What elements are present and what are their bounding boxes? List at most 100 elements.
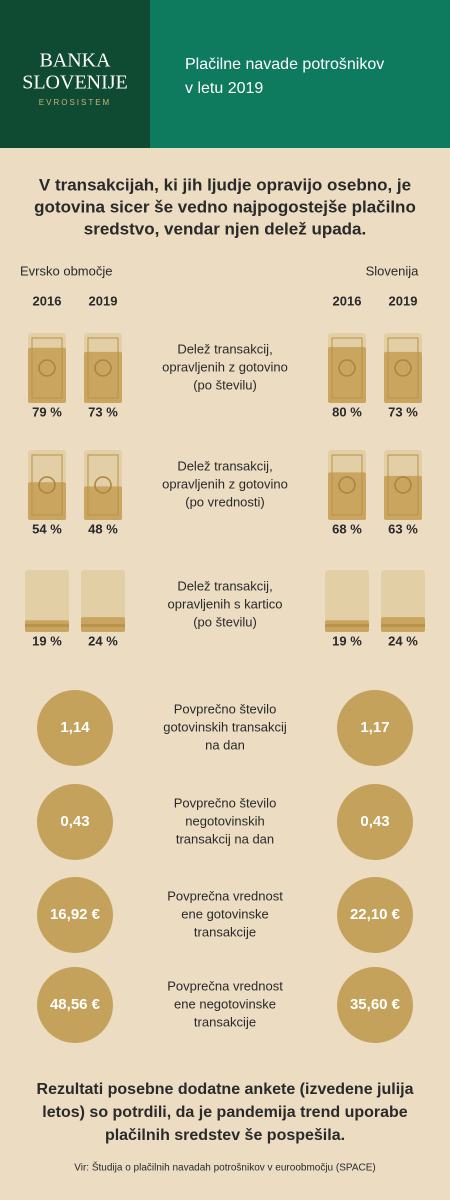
icon-outline <box>81 570 125 632</box>
note-emblem <box>38 476 56 494</box>
note-border <box>331 454 363 516</box>
share-value: 68 % <box>332 521 362 536</box>
page-title: Plačilne navade potrošnikov <box>185 56 384 73</box>
row-label: ene gotovinske <box>181 906 268 921</box>
share-value: 48 % <box>88 521 118 536</box>
row-label: Povprečna vrednost <box>167 888 283 903</box>
note-fill <box>28 482 66 520</box>
note-fill <box>328 472 366 520</box>
avg-value: 0,43 <box>60 813 89 830</box>
avg-value: 35,60 € <box>350 996 401 1013</box>
headline: sredstvo, vendar njen delež upada. <box>84 219 366 238</box>
note-emblem <box>394 476 412 494</box>
avg-value: 16,92 € <box>50 906 101 923</box>
footer-text: letos) so potrdili, da je pandemija tren… <box>42 1104 407 1121</box>
value-circle <box>37 967 113 1043</box>
share-value: 24 % <box>88 633 118 648</box>
footer-text: Rezultati posebne dodatne ankete (izvede… <box>37 1081 414 1098</box>
share-value: 63 % <box>388 521 418 536</box>
row-label: Povprečno število <box>174 701 277 716</box>
value-circle <box>37 784 113 860</box>
note-border <box>31 454 63 516</box>
value-circle <box>337 877 413 953</box>
note-emblem <box>394 359 412 377</box>
card-stripe <box>81 624 125 627</box>
year-label: 2019 <box>89 293 118 308</box>
note-emblem <box>94 359 112 377</box>
year-label: 2019 <box>389 293 418 308</box>
row-label: (po številu) <box>193 377 257 392</box>
note-border <box>31 337 63 399</box>
row-label: opravljenih s kartico <box>168 596 283 611</box>
icon-outline <box>25 570 69 632</box>
note-border <box>387 337 419 399</box>
avg-value: 1,17 <box>360 719 389 736</box>
card-stripe <box>325 624 369 627</box>
title-panel <box>150 0 450 148</box>
row-label: (po vrednosti) <box>185 494 264 509</box>
row-label: Delež transakcij, <box>177 458 272 473</box>
note-border <box>87 454 119 516</box>
avg-value: 48,56 € <box>50 996 101 1013</box>
value-circle <box>37 690 113 766</box>
share-value: 73 % <box>88 404 118 419</box>
share-value: 79 % <box>32 404 62 419</box>
note-emblem <box>338 476 356 494</box>
share-value: 19 % <box>332 633 362 648</box>
row-label: Delež transakcij, <box>177 578 272 593</box>
logo-panel <box>0 0 150 148</box>
value-circle <box>37 877 113 953</box>
note-emblem <box>338 359 356 377</box>
value-circle <box>337 784 413 860</box>
logo-text: SLOVENIJE <box>22 72 128 94</box>
row-label: negotovinskih <box>185 813 265 828</box>
note-fill <box>328 347 366 403</box>
icon-outline <box>325 570 369 632</box>
row-label: transakcije <box>194 924 256 939</box>
share-value: 54 % <box>32 521 62 536</box>
note-fill <box>384 351 422 403</box>
card-stripe <box>25 624 69 627</box>
share-value: 24 % <box>388 633 418 648</box>
row-label: ene negotovinske <box>174 996 276 1011</box>
value-circle <box>337 967 413 1043</box>
share-value: 73 % <box>388 404 418 419</box>
note-emblem <box>94 476 112 494</box>
logo-sub: EVROSISTEM <box>39 98 111 107</box>
share-value: 80 % <box>332 404 362 419</box>
headline: V transakcijah, ki jih ljudje opravijo o… <box>39 175 411 194</box>
row-label: opravljenih z gotovino <box>162 476 288 491</box>
logo-text: BANKA <box>39 50 111 72</box>
share-value: 19 % <box>32 633 62 648</box>
row-label: opravljenih z gotovino <box>162 359 288 374</box>
note-border <box>387 454 419 516</box>
row-label: na dan <box>205 737 245 752</box>
region-label: Slovenija <box>366 263 420 278</box>
footer-text: plačilnih sredstev še pospešila. <box>105 1127 345 1144</box>
headline: gotovina sicer še vedno najpogostejše pl… <box>34 197 416 216</box>
row-label: (po številu) <box>193 614 257 629</box>
note-fill <box>84 351 122 403</box>
row-label: Povprečno število <box>174 795 277 810</box>
avg-value: 22,10 € <box>350 906 401 923</box>
row-label: transakcij na dan <box>176 831 274 846</box>
note-border <box>331 337 363 399</box>
region-label: Evrsko območje <box>20 263 112 278</box>
card-stripe <box>381 624 425 627</box>
icon-outline <box>381 570 425 632</box>
avg-value: 1,14 <box>60 719 90 736</box>
note-border <box>87 337 119 399</box>
page-title: v letu 2019 <box>185 80 263 97</box>
year-label: 2016 <box>333 293 362 308</box>
source: Vir: Študija o plačilnih navadah potrošn… <box>74 1161 375 1174</box>
row-label: transakcije <box>194 1014 256 1029</box>
year-label: 2016 <box>33 293 62 308</box>
avg-value: 0,43 <box>360 813 389 830</box>
row-label: gotovinskih transakcij <box>163 719 287 734</box>
note-emblem <box>38 359 56 377</box>
row-label: Delež transakcij, <box>177 341 272 356</box>
note-fill <box>384 475 422 520</box>
note-fill <box>84 486 122 520</box>
row-label: Povprečna vrednost <box>167 978 283 993</box>
